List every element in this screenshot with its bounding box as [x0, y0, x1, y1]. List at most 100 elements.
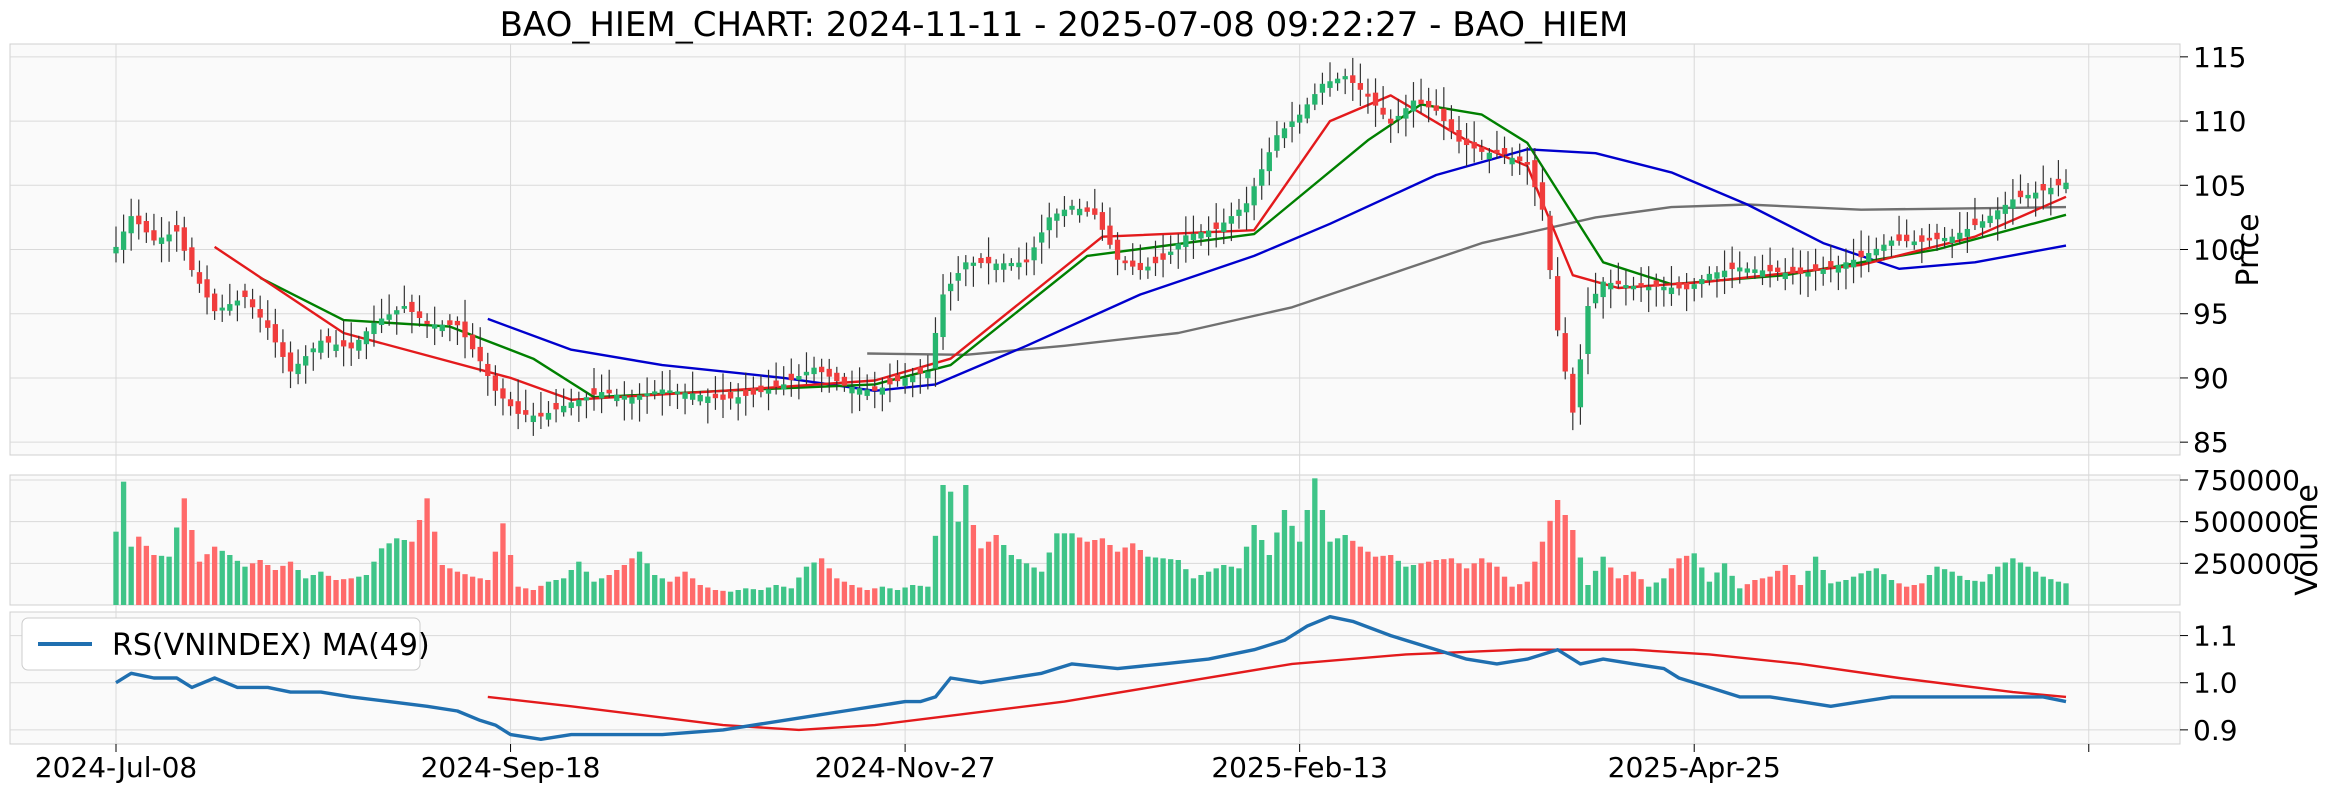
- candle-body: [849, 386, 855, 394]
- candle-body: [1941, 237, 1948, 242]
- candle-body: [523, 410, 529, 415]
- volume-bar: [1934, 566, 1940, 605]
- candle-body: [811, 367, 817, 375]
- candle-body: [2017, 190, 2024, 198]
- candle-body: [401, 306, 407, 309]
- candle-body: [1547, 215, 1553, 271]
- volume-bar: [1729, 575, 1735, 605]
- volume-bar: [280, 565, 286, 605]
- volume-bar: [1547, 520, 1553, 605]
- volume-bar: [1592, 570, 1599, 605]
- volume-bar: [1562, 515, 1568, 605]
- candle-body: [1403, 108, 1409, 119]
- volume-bar: [416, 520, 423, 605]
- candle-body: [295, 363, 301, 375]
- volume-bar: [1380, 555, 1386, 605]
- volume-bar: [652, 575, 658, 605]
- volume-bar: [1896, 583, 1902, 605]
- candle-body: [1463, 138, 1470, 146]
- price-tick-label: 110: [2193, 105, 2246, 138]
- candle-body: [386, 314, 392, 320]
- candle-body: [1342, 76, 1348, 80]
- volume-bar: [151, 555, 157, 605]
- volume-bar: [1873, 568, 1879, 605]
- candle-body: [1152, 256, 1159, 264]
- candle-body: [1228, 216, 1235, 224]
- volume-bar: [1319, 510, 1326, 605]
- candle-body: [1266, 152, 1272, 172]
- candle-body: [500, 388, 506, 399]
- rs-tick-label: 0.9: [2193, 714, 2238, 747]
- volume-bar: [1001, 545, 1007, 605]
- candle-body: [614, 394, 620, 402]
- volume-bar: [1941, 569, 1948, 605]
- candle-body: [553, 402, 559, 410]
- volume-bar: [1198, 575, 1204, 605]
- volume-bar: [834, 578, 840, 605]
- candle-body: [1744, 268, 1750, 273]
- volume-bar: [902, 587, 908, 605]
- candle-body: [2010, 199, 2016, 209]
- candle-body: [1752, 269, 1758, 273]
- volume-bar: [287, 561, 294, 605]
- candle-body: [1995, 210, 2001, 220]
- volume-bar: [955, 521, 961, 605]
- candle-body: [720, 394, 726, 400]
- candle-body: [621, 395, 628, 400]
- volume-bar: [614, 570, 620, 605]
- candle-body: [1236, 209, 1242, 216]
- candle-body: [1782, 272, 1788, 280]
- candle-body: [1608, 282, 1614, 290]
- candle-body: [1691, 284, 1697, 289]
- candle-body: [1160, 253, 1166, 260]
- volume-bar: [2063, 583, 2069, 605]
- price-tick-label: 95: [2193, 298, 2229, 331]
- candle-body: [166, 234, 172, 242]
- candle-body: [803, 371, 810, 376]
- candle-body: [1076, 208, 1083, 216]
- volume-bar: [1699, 567, 1705, 605]
- rs-tick-label: 1.0: [2193, 667, 2238, 700]
- volume-bar: [894, 590, 901, 605]
- candle-body: [485, 363, 491, 377]
- volume-bar: [826, 568, 832, 605]
- volume-bar: [1023, 563, 1030, 605]
- candle-body: [1198, 232, 1204, 239]
- volume-bar: [705, 587, 711, 605]
- volume-bar: [735, 590, 741, 605]
- candle-body: [136, 215, 142, 225]
- candle-body: [363, 331, 370, 345]
- candle-body: [917, 367, 923, 374]
- volume-bar: [318, 571, 324, 605]
- volume-bar: [621, 565, 628, 605]
- volume-bar: [1039, 571, 1045, 605]
- candle-body: [963, 262, 969, 270]
- candle-body: [1031, 247, 1037, 261]
- volume-bar: [409, 541, 415, 605]
- volume-bar: [523, 588, 529, 605]
- candle-body: [204, 279, 210, 298]
- candle-body: [636, 395, 643, 400]
- candle-body: [1638, 283, 1644, 287]
- volume-bar: [340, 579, 347, 605]
- candle-body: [242, 290, 248, 298]
- volume-bar: [1744, 584, 1750, 605]
- candle-body: [1122, 260, 1128, 264]
- candle-body: [1600, 281, 1606, 298]
- volume-bar: [1919, 583, 1925, 605]
- volume-bar: [697, 585, 703, 605]
- volume-bar: [553, 580, 559, 605]
- candle-body: [1828, 261, 1834, 268]
- volume-bar: [1585, 585, 1591, 605]
- candle-body: [1775, 267, 1781, 272]
- volume-bar: [1714, 572, 1720, 605]
- volume-bar: [439, 565, 445, 605]
- candle-body: [887, 377, 893, 385]
- candle-body: [788, 373, 794, 381]
- candle-body: [272, 324, 278, 343]
- candle-body: [378, 318, 385, 325]
- volume-bar: [606, 575, 612, 605]
- candle-body: [1107, 225, 1113, 245]
- volume-bar: [378, 548, 385, 605]
- x-tick-label: 2025-Apr-25: [1608, 751, 1781, 784]
